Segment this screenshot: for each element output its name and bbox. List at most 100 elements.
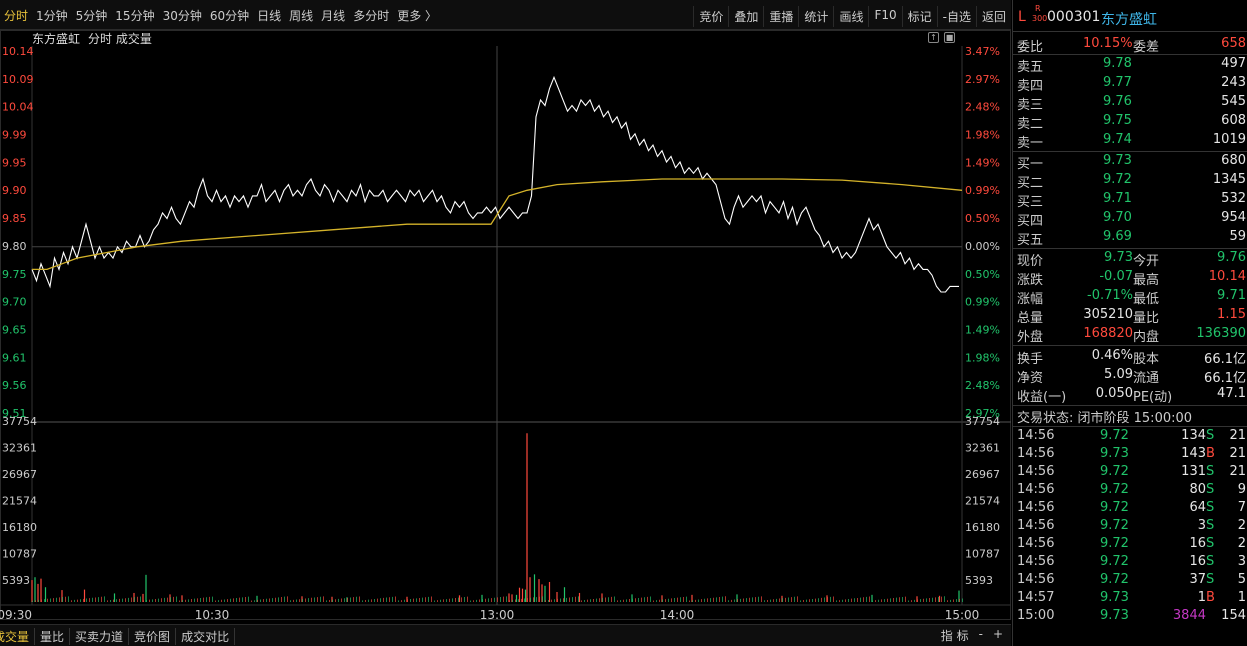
quote-label: 内盘 [1133,330,1160,345]
volume-tick-label-right: 21574 [965,495,1000,508]
period-tab[interactable]: 30分钟 [162,9,202,23]
period-tab[interactable]: 5分钟 [75,9,108,23]
commission-row: 委比 10.15% 委差 658 [1013,35,1247,55]
tick-count: 2 [1237,536,1246,551]
tick-volume: 37 [1189,572,1206,587]
intraday-chart[interactable]: 10.14 10.09 10.04 9.99 9.95 9.90 9.85 9.80 9.75 9… [0,30,1011,622]
board-badge-bottom: 300 [1032,14,1048,23]
indicator-tab[interactable]: 买卖力道 [70,628,130,645]
tool-button[interactable]: 统计 [798,6,833,27]
tool-button[interactable]: F10 [868,6,901,27]
pct-tick-label: 0.50% [965,212,1000,225]
buy-level-volume: 954 [1221,210,1246,225]
indicator-tab[interactable]: 成交量 [0,628,36,645]
chart-canvas[interactable]: 10.14 10.09 10.04 9.99 9.95 9.90 9.85 9.80 9.75 9… [0,30,1011,622]
fundamental-label: 股本 [1133,352,1160,367]
period-tab[interactable]: 月线 [321,9,346,23]
period-tab[interactable]: 周线 [289,9,314,23]
price-tick-label: 9.75 [2,268,27,281]
buy-level-label: 买一 [1017,157,1044,172]
indicator-control[interactable]: - [978,627,983,641]
buy-level-price: 9.70 [1103,210,1132,225]
volume-tick-label: 5393 [2,574,30,587]
tick-price: 9.73 [1100,446,1129,461]
tool-button[interactable]: 返回 [975,6,1011,27]
tick-price: 9.73 [1100,590,1129,605]
indicator-controls: 指 标 - + [941,627,1003,644]
tick-volume: 80 [1189,482,1206,497]
tick-side: S [1206,536,1215,551]
tick-count: 7 [1237,500,1246,515]
time-tick-label: 13:00 [480,608,515,622]
period-tab[interactable]: 15分钟 [115,9,155,23]
tick-volume: 134 [1181,428,1206,443]
indicator-control[interactable]: 指 标 [940,629,969,643]
tick-side: S [1206,428,1215,443]
period-tab[interactable]: 60分钟 [209,9,250,23]
period-tab[interactable]: 日线 [257,9,282,23]
tool-buttons: 竞价 叠加 重播 统计 画线 F10 标记 -自选 返回 [693,6,1011,27]
sell-level-row: 卖五 9.78 497 [1013,55,1247,75]
sell-level-row: 卖一 9.74 1019 [1013,131,1247,151]
collapse-icon[interactable]: ■ [944,32,955,43]
period-tab[interactable]: 多分时 [353,9,390,23]
sell-level-row: 卖三 9.76 545 [1013,93,1247,113]
tool-button[interactable]: 竞价 [693,6,728,27]
period-tab[interactable]: 更多 〉 [397,9,438,23]
price-tick-label: 9.51 [2,407,27,420]
tool-button[interactable]: 画线 [833,6,868,27]
tick-row: 14:56 9.72 16 S 2 [1013,535,1247,554]
weicha-label: 委差 [1133,40,1160,55]
tick-price: 9.72 [1100,554,1129,569]
tool-button[interactable]: 标记 [901,6,937,27]
indicator-tabs: 成交量量比买卖力道竞价图成交对比 [0,628,236,645]
price-tick-label: 9.70 [2,296,27,309]
price-tick-label: 9.85 [2,212,27,225]
sell-level-label: 卖四 [1017,79,1044,94]
buy-level-price: 9.72 [1103,172,1132,187]
pct-tick-label: 2.48% [965,379,1000,392]
tick-row: 14:57 9.73 1 B 1 [1013,589,1247,608]
tick-side: S [1206,482,1215,497]
sell-level-row: 卖二 9.75 608 [1013,112,1247,132]
period-tab[interactable]: 分时 [4,9,29,23]
indicator-tab[interactable]: 量比 [35,628,71,645]
fundamental-label: 收益(一) [1017,390,1067,405]
quote-row: 现价 9.73 今开 9.76 [1013,249,1247,269]
buy-level-row: 买三 9.71 532 [1013,190,1247,210]
stock-name[interactable]: 东方盛虹 [1101,12,1157,28]
tick-side: S [1206,518,1215,533]
quote-label: 现价 [1017,254,1044,269]
tick-row: 15:00 9.73 3844 154 [1013,607,1247,626]
volume-tick-label-right: 37754 [965,415,1000,428]
buy-level-volume: 59 [1229,229,1246,244]
tool-button[interactable]: 重播 [763,6,798,27]
volume-tick-label: 10787 [2,548,37,561]
expand-icon[interactable]: ↑ [928,32,939,43]
volume-tick-label-right: 10787 [965,548,1000,561]
volume-tick-label: 21574 [2,495,37,508]
buy-level-label: 买三 [1017,195,1044,210]
indicator-tab[interactable]: 成交对比 [176,628,236,645]
tick-count: 5 [1237,572,1246,587]
pct-tick-label: 1.49% [965,323,1000,336]
tick-price: 9.72 [1100,464,1129,479]
period-tab[interactable]: 1分钟 [36,9,68,23]
tick-row: 14:56 9.72 37 S 5 [1013,571,1247,590]
quote-label: 总量 [1017,311,1044,326]
chart-stock-name: 东方盛虹 [32,32,81,46]
buy-level-volume: 532 [1221,191,1246,206]
tick-price: 9.73 [1100,608,1129,623]
tool-button[interactable]: 叠加 [728,6,763,27]
tool-button[interactable]: -自选 [936,6,976,27]
tick-price: 9.72 [1100,482,1129,497]
indicator-control[interactable]: + [992,627,1003,641]
sell-level-volume: 608 [1221,113,1246,128]
sell-level-volume: 1019 [1212,132,1246,147]
tick-row: 14:56 9.72 64 S 7 [1013,499,1247,518]
price-tick-label: 10.09 [2,73,34,86]
tick-row: 14:56 9.72 80 S 9 [1013,481,1247,500]
indicator-tab[interactable]: 竞价图 [129,628,177,645]
tick-count: 1 [1237,590,1246,605]
weicha-value: 658 [1221,36,1246,51]
